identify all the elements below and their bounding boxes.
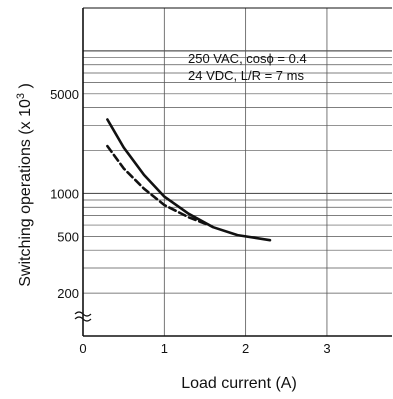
x-tick-labels: 0 1 2 3 [79,341,330,356]
plot-frame [74,7,392,337]
x-tick-label: 3 [323,341,330,356]
x-tick-label: 1 [161,341,168,356]
annotation-ac: 250 VAC, cosϕ = 0.4 [188,51,307,66]
grid [83,8,392,336]
y-axis-label-main: Switching operations (x 10 [17,99,34,287]
axis-break-mark [74,311,92,322]
x-tick-label: 2 [242,341,249,356]
y-axis-label-exponent: 3 [15,93,27,99]
y-tick-label: 5000 [50,87,79,102]
y-tick-labels: 5000 1000 500 200 [50,87,79,301]
series-line-dashed [106,144,211,227]
y-axis-label-suffix: ) [17,83,34,93]
x-tick-label: 0 [79,341,86,356]
y-tick-label: 1000 [50,186,79,201]
annotation-dc: 24 VDC, L/R = 7 ms [188,68,304,83]
series-line-solid [106,118,272,242]
x-axis-label: Load current (A) [181,375,297,392]
y-tick-label: 500 [57,229,79,244]
series-lines [106,118,272,242]
y-tick-label: 200 [57,286,79,301]
y-axis-label: Switching operations (x 103 ) [15,83,34,287]
